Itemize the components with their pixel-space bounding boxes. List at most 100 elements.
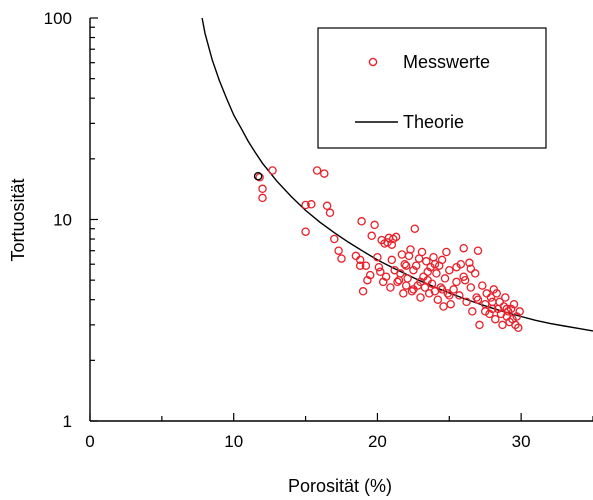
data-point bbox=[482, 289, 491, 298]
data-point bbox=[423, 267, 432, 277]
data-point bbox=[337, 254, 346, 263]
data-point bbox=[351, 251, 361, 261]
legend: Messwerte Theorie bbox=[317, 27, 547, 149]
data-point bbox=[258, 184, 267, 194]
legend-label-theorie: Theorie bbox=[403, 112, 464, 132]
data-point bbox=[439, 302, 448, 311]
x-tick-label: 20 bbox=[368, 432, 387, 451]
data-point bbox=[355, 255, 365, 265]
data-point bbox=[429, 252, 438, 262]
y-tick-label: 100 bbox=[44, 9, 72, 28]
data-point bbox=[449, 285, 458, 294]
data-point bbox=[394, 275, 404, 285]
data-point bbox=[325, 208, 335, 218]
data-point bbox=[381, 272, 391, 281]
theory-curve-layer bbox=[201, 17, 593, 332]
data-point bbox=[424, 289, 434, 298]
data-point bbox=[466, 283, 476, 292]
data-point bbox=[373, 252, 382, 262]
data-point bbox=[268, 166, 277, 175]
data-point bbox=[498, 320, 507, 330]
data-point bbox=[334, 246, 343, 255]
data-point bbox=[387, 240, 397, 249]
data-point bbox=[430, 259, 440, 269]
data-point bbox=[468, 307, 477, 316]
data-point bbox=[416, 277, 425, 287]
data-point bbox=[459, 272, 468, 281]
data-point bbox=[258, 193, 267, 203]
data-point bbox=[473, 295, 483, 304]
data-point bbox=[443, 289, 453, 298]
data-point bbox=[472, 293, 481, 302]
y-tick-label: 10 bbox=[53, 211, 72, 230]
data-point bbox=[367, 231, 376, 241]
data-point bbox=[445, 291, 454, 300]
data-point bbox=[409, 265, 418, 275]
data-point bbox=[440, 274, 450, 283]
data-point bbox=[437, 255, 447, 265]
data-point bbox=[374, 262, 384, 272]
data-point bbox=[480, 299, 490, 309]
data-point bbox=[462, 297, 471, 307]
data-point bbox=[478, 281, 487, 290]
data-point bbox=[416, 293, 425, 302]
data-point bbox=[355, 261, 365, 270]
data-point bbox=[411, 261, 421, 270]
theory-curve bbox=[201, 17, 593, 332]
data-point bbox=[466, 264, 476, 273]
data-point bbox=[486, 293, 496, 302]
data-point bbox=[312, 166, 322, 175]
data-point bbox=[401, 261, 411, 270]
data-point bbox=[452, 277, 461, 287]
legend-box bbox=[317, 27, 547, 149]
y-tick-label: 1 bbox=[63, 412, 72, 431]
data-point bbox=[437, 285, 447, 294]
tick-labels: 0 10 20 30 1 10 100 bbox=[44, 9, 531, 451]
data-point bbox=[502, 304, 512, 314]
data-point bbox=[514, 323, 523, 333]
data-point bbox=[422, 257, 431, 266]
x-axis-label: Porosität (%) bbox=[288, 476, 392, 496]
data-point bbox=[515, 307, 524, 316]
data-point bbox=[456, 259, 466, 269]
data-point bbox=[491, 314, 500, 324]
data-point bbox=[473, 246, 483, 255]
data-point bbox=[432, 269, 441, 278]
data-point bbox=[459, 243, 468, 253]
data-point bbox=[409, 285, 418, 294]
data-point bbox=[455, 291, 464, 300]
data-point bbox=[301, 227, 310, 236]
data-point bbox=[357, 217, 366, 226]
data-point bbox=[361, 261, 371, 270]
data-point bbox=[436, 283, 445, 292]
data-point bbox=[387, 255, 397, 265]
data-point bbox=[301, 200, 310, 210]
data-point bbox=[370, 220, 379, 230]
measurement-points-layer bbox=[253, 166, 524, 333]
data-point bbox=[407, 287, 417, 296]
data-point bbox=[399, 289, 408, 298]
data-point bbox=[509, 299, 519, 309]
y-axis-label: Tortuosität bbox=[8, 178, 28, 261]
data-point bbox=[322, 201, 332, 211]
data-point bbox=[488, 297, 497, 307]
data-point bbox=[442, 247, 451, 257]
data-point bbox=[393, 277, 402, 287]
data-point bbox=[480, 307, 490, 316]
data-point bbox=[376, 267, 385, 277]
x-tick-label: 10 bbox=[224, 432, 243, 451]
x-tick-label: 0 bbox=[85, 432, 94, 451]
legend-marker-messwerte bbox=[368, 57, 378, 67]
data-point bbox=[365, 270, 375, 280]
data-point bbox=[330, 234, 339, 244]
data-point-highlight bbox=[253, 171, 263, 181]
data-point bbox=[400, 259, 409, 269]
data-point bbox=[511, 320, 520, 330]
data-point bbox=[391, 232, 401, 242]
legend-label-messwerte: Messwerte bbox=[403, 52, 490, 72]
data-point bbox=[433, 295, 443, 304]
data-point bbox=[445, 265, 454, 275]
data-point bbox=[420, 283, 430, 292]
data-point bbox=[401, 281, 411, 290]
